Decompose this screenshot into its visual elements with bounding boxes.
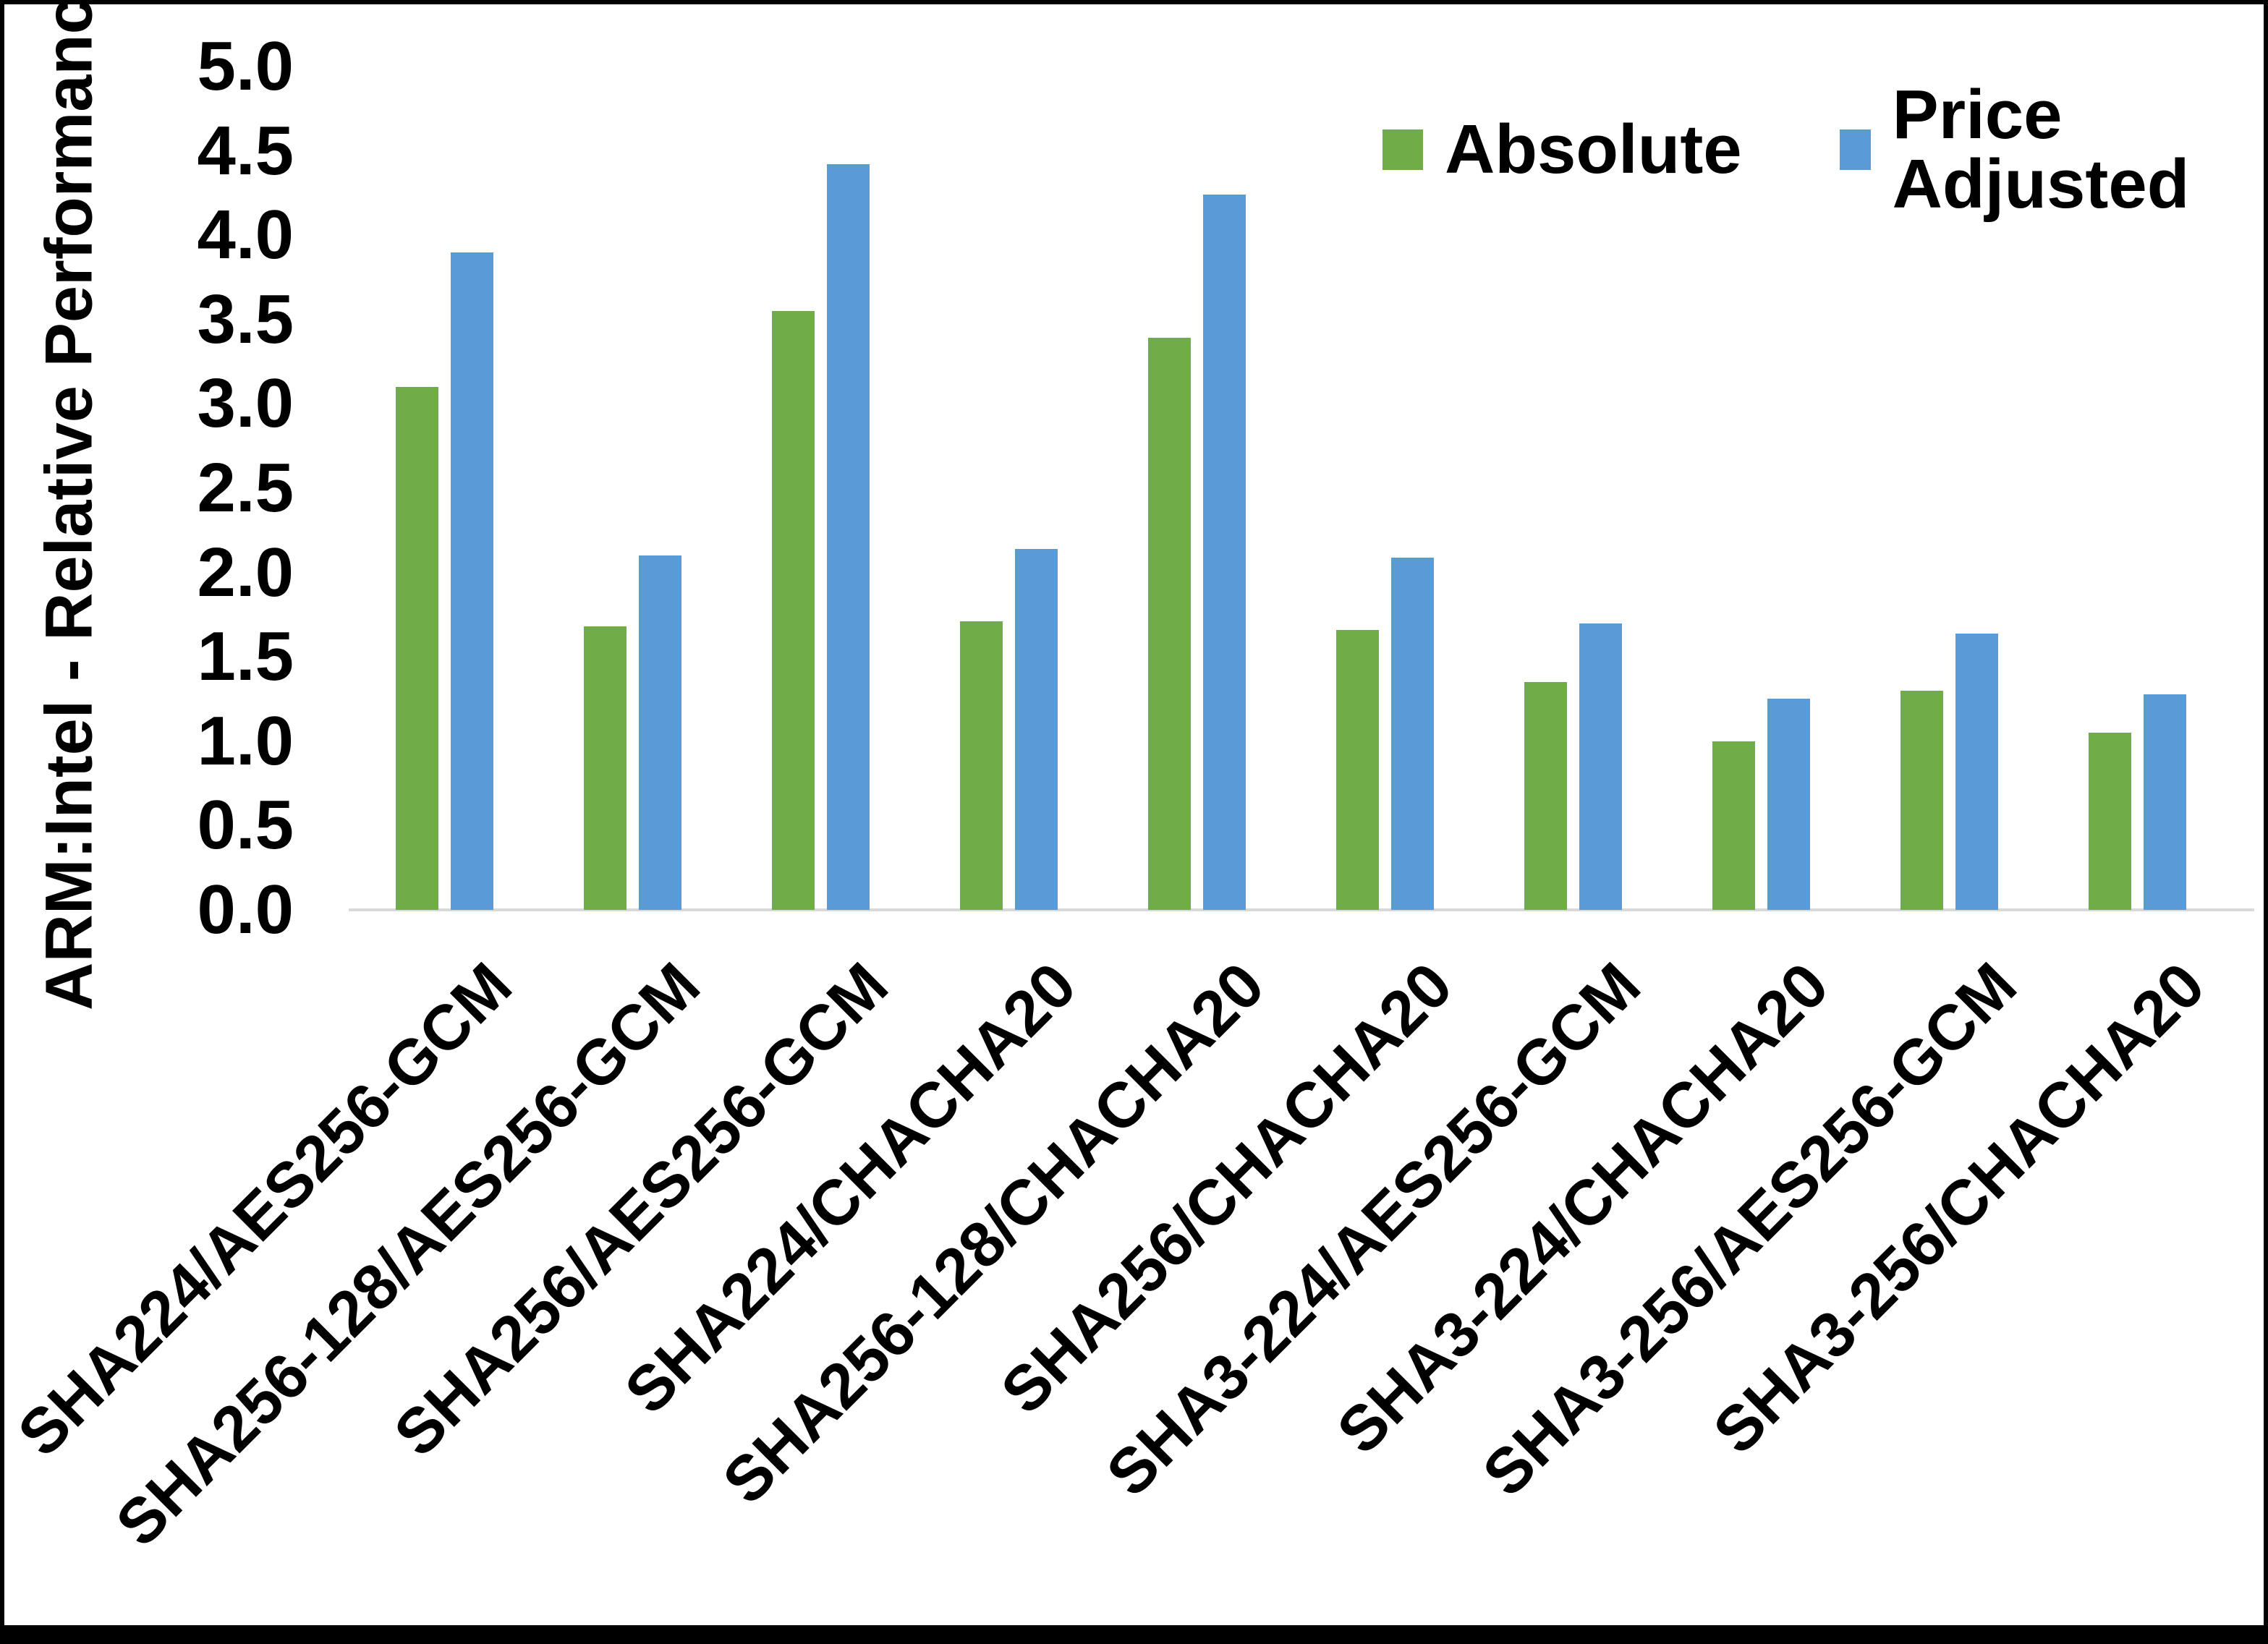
bar-price-adjusted-5 [1391,558,1434,910]
bar-price-adjusted-9 [2144,694,2186,910]
bar-absolute-8 [1900,691,1943,910]
y-tick-label: 0.5 [197,786,294,864]
bar-price-adjusted-3 [1015,549,1058,910]
bar-price-adjusted-8 [1955,634,1998,910]
bar-absolute-5 [1336,630,1379,910]
x-axis-line [349,908,2254,911]
y-tick-label: 3.5 [197,280,294,358]
legend-label-price-adjusted: Price Adjusted [1892,76,2190,223]
bar-price-adjusted-0 [451,252,493,910]
y-tick-label: 2.0 [197,533,294,611]
y-tick-label: 1.5 [197,618,294,696]
bar-absolute-7 [1712,741,1755,910]
legend-label-absolute: Absolute [1445,111,1742,188]
bar-absolute-4 [1148,338,1191,910]
bar-price-adjusted-1 [639,555,681,910]
y-tick-label: 2.5 [197,449,294,527]
legend: Absolute Price Adjusted [1383,80,2264,219]
bar-price-adjusted-4 [1203,195,1246,910]
legend-swatch-price-adjusted-icon [1839,129,1871,170]
bar-absolute-3 [960,621,1003,910]
bar-absolute-1 [584,626,627,910]
y-tick-label: 4.5 [197,111,294,189]
bar-price-adjusted-6 [1579,623,1622,910]
bar-absolute-6 [1524,682,1567,910]
y-tick-label: 5.0 [197,27,294,105]
legend-item-price-adjusted: Price Adjusted [1839,76,2264,223]
legend-item-absolute: Absolute [1383,115,1742,184]
bar-price-adjusted-2 [827,164,870,910]
bar-absolute-9 [2089,733,2131,910]
bar-absolute-2 [772,311,815,910]
y-tick-label: 3.0 [197,365,294,443]
bar-price-adjusted-7 [1767,699,1810,910]
y-tick-label: 4.0 [197,196,294,274]
bar-absolute-0 [396,387,438,910]
y-tick-label: 1.0 [197,702,294,780]
y-axis-title: ARM:Intel - Relative Performance [32,0,106,1010]
y-tick-label: 0.0 [197,871,294,948]
legend-swatch-absolute-icon [1383,129,1423,170]
